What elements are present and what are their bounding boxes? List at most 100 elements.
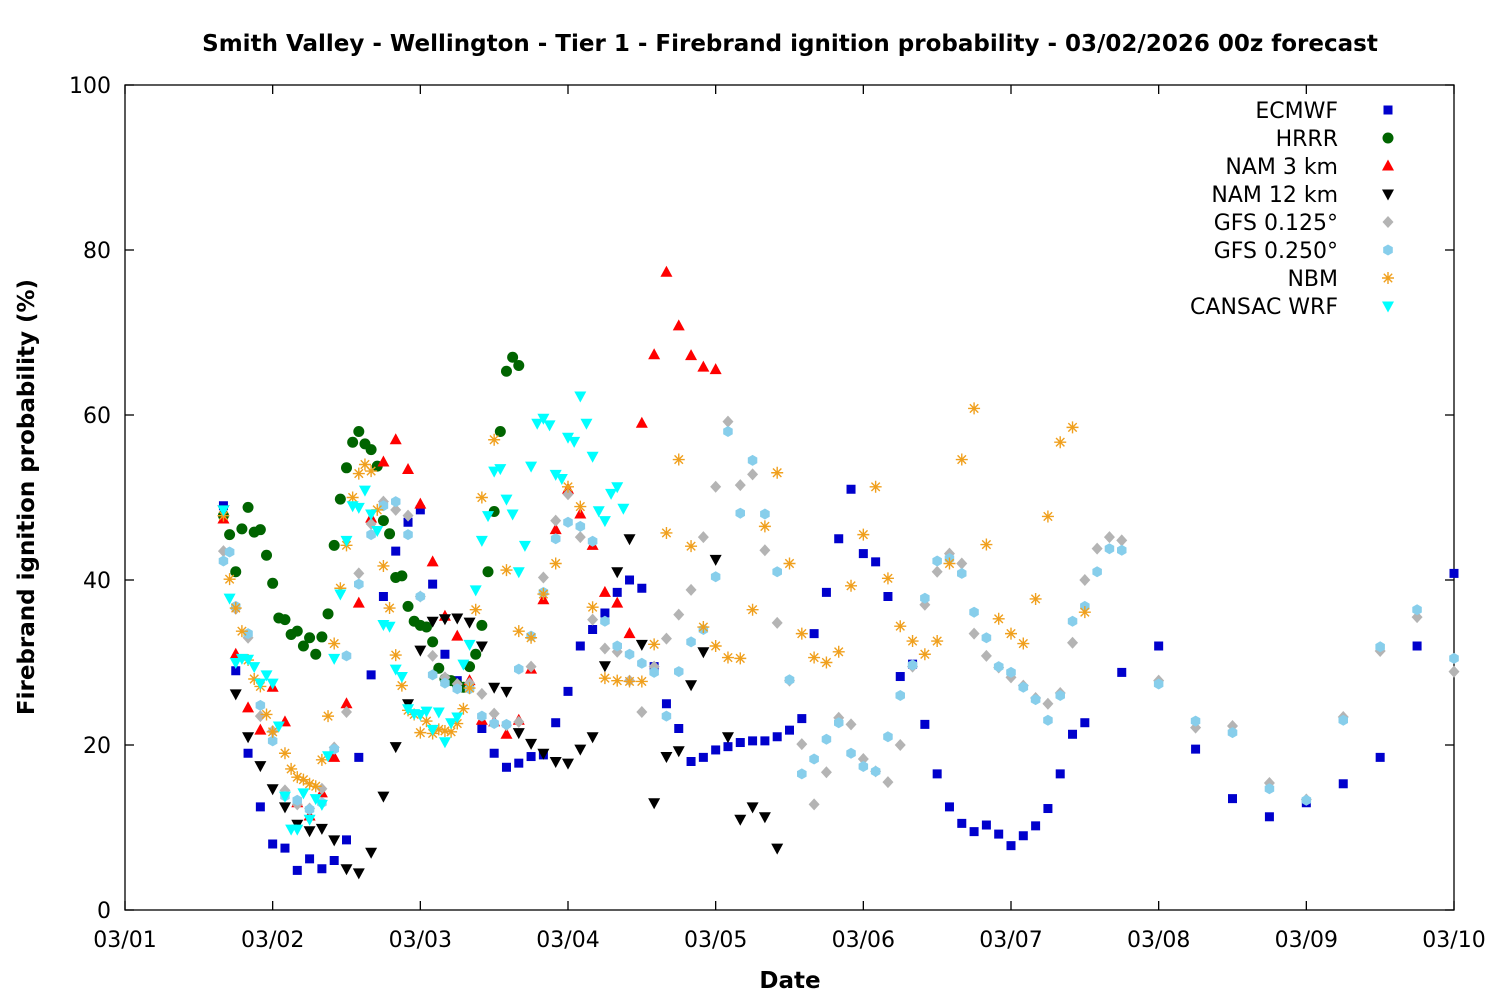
legend-marker [1382, 159, 1394, 171]
data-point [475, 491, 488, 504]
data-point [526, 752, 536, 762]
data-point [512, 625, 525, 638]
series-gfs-0-125- [217, 415, 1460, 815]
data-point [395, 679, 408, 692]
data-point [482, 511, 495, 523]
data-point [993, 661, 1004, 673]
data-point [438, 724, 451, 737]
data-point [322, 751, 335, 763]
data-point [230, 566, 242, 578]
data-point [549, 469, 562, 481]
data-point [1006, 666, 1016, 678]
data-point [352, 596, 365, 608]
data-point [551, 718, 561, 728]
data-point [242, 732, 255, 744]
data-point [549, 757, 562, 768]
data-point [1412, 641, 1422, 651]
data-point [365, 465, 378, 478]
data-point [1054, 436, 1067, 449]
data-point [760, 508, 770, 520]
data-point [711, 745, 721, 755]
data-point [494, 464, 507, 476]
data-point [709, 640, 722, 652]
data-point [420, 706, 433, 718]
y-tick-label: 20 [83, 734, 111, 759]
data-point [402, 704, 415, 716]
data-point [710, 480, 722, 493]
data-point [260, 708, 273, 721]
data-point [432, 707, 445, 719]
data-point [297, 640, 309, 652]
data-point [697, 621, 710, 634]
data-point [531, 418, 544, 430]
data-point [218, 555, 229, 567]
plot-frame [124, 84, 1455, 911]
data-point [500, 686, 513, 698]
data-point [341, 706, 352, 718]
data-point [354, 752, 364, 762]
legend-marker [1382, 189, 1394, 201]
data-point [378, 500, 389, 512]
series-gfs-0-250- [218, 426, 1459, 815]
data-series [217, 265, 1460, 880]
data-point [292, 794, 302, 806]
data-point [624, 648, 635, 660]
data-point [513, 360, 525, 371]
data-point [1375, 752, 1385, 762]
data-point [869, 480, 882, 493]
data-point [415, 505, 425, 515]
data-point [1449, 568, 1459, 578]
data-point [334, 493, 346, 505]
data-point [378, 592, 388, 601]
data-point [507, 351, 519, 363]
data-point [420, 621, 432, 633]
legend-label: HRRR [1276, 127, 1338, 152]
data-point [612, 587, 622, 597]
data-point [611, 596, 624, 608]
data-point [563, 686, 573, 696]
y-axis-label: Firebrand ignition probability (%) [14, 279, 40, 715]
data-point [821, 733, 832, 745]
legend-marker [1382, 272, 1394, 284]
x-tick-label: 03/02 [241, 928, 304, 953]
data-point [451, 717, 464, 730]
data-point [389, 649, 402, 662]
series-cansac-wrf [217, 391, 630, 836]
data-point [415, 591, 426, 602]
data-point [710, 571, 721, 583]
data-point [747, 468, 759, 481]
data-point [748, 736, 758, 746]
data-point [428, 579, 438, 589]
data-point [266, 784, 279, 796]
data-point [322, 710, 335, 723]
data-point [598, 672, 611, 685]
y-tick-label: 0 [97, 899, 111, 924]
data-point [475, 641, 488, 653]
data-point [686, 636, 696, 648]
x-tick-label: 03/05 [684, 928, 747, 953]
data-point [575, 520, 586, 532]
data-point [672, 453, 685, 466]
legend-marker [1382, 301, 1394, 313]
data-point [1067, 615, 1078, 627]
legend: ECMWF HRRR NAM 3 km NAM 12 km GFS 0.125° GFS … [1190, 99, 1394, 320]
data-point [697, 531, 709, 544]
data-point [305, 854, 315, 864]
data-point [1449, 652, 1459, 664]
data-point [390, 503, 402, 516]
data-point [365, 847, 378, 859]
legend-label: GFS 0.250° [1214, 239, 1338, 264]
legend-label: GFS 0.125° [1214, 211, 1338, 236]
data-point [1117, 544, 1127, 556]
data-point [389, 664, 402, 676]
data-point [1067, 636, 1079, 649]
legend-label: NAM 3 km [1225, 155, 1338, 180]
data-point [457, 659, 470, 671]
x-tick-label: 03/01 [93, 928, 156, 953]
data-point [229, 689, 242, 701]
data-point [543, 420, 556, 432]
data-point [686, 757, 696, 766]
data-point [514, 758, 524, 768]
data-point [599, 642, 611, 655]
data-point [562, 432, 574, 444]
